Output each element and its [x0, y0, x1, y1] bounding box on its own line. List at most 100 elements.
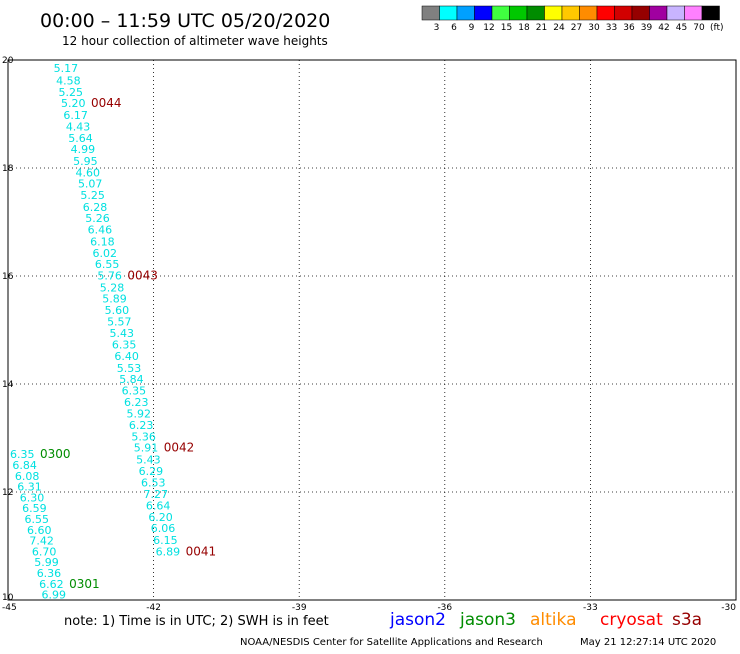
wave-height-value: 5.91 — [134, 442, 159, 455]
x-tick-label: -39 — [292, 603, 307, 613]
wave-height-value: 5.43 — [109, 327, 134, 340]
legend-label: 42 — [658, 23, 669, 33]
wave-height-value: 6.28 — [83, 201, 108, 214]
legend-swatch — [579, 5, 598, 21]
color-legend: 3 6 9 12 15 18 21 24 27 30 33 36 39 42 45 70 — [421, 5, 720, 33]
y-tick-label: 14 — [2, 380, 14, 390]
footer-note: note: 1) Time is in UTC; 2) SWH is in fe… — [64, 614, 329, 629]
legend-swatch — [421, 5, 440, 21]
wave-height-value: 7.27 — [143, 488, 168, 501]
footer-credit: NOAA/NESDIS Center for Satellite Applica… — [240, 637, 543, 648]
wave-height-value: 6.99 — [42, 589, 66, 602]
wave-height-value: 5.64 — [68, 132, 93, 145]
wave-height-value: 5.25 — [80, 189, 105, 202]
legend-swatch — [596, 5, 615, 21]
plot-area — [7, 59, 737, 601]
legend-swatch — [649, 5, 668, 21]
wave-height-value: 4.43 — [66, 120, 91, 133]
legend-swatch — [684, 5, 703, 21]
wave-height-value: 5.25 — [59, 86, 84, 99]
wave-height-value: 6.40 — [114, 350, 139, 363]
wave-height-value: 5.26 — [85, 212, 110, 225]
legend-swatch — [526, 5, 545, 21]
wave-height-value: 5.20 — [61, 97, 86, 110]
wave-height-value: 6.20 — [148, 511, 173, 524]
time-label: 0044 — [91, 96, 122, 110]
satellite-legend-s3a: s3a — [672, 610, 702, 630]
legend-label: 15 — [501, 23, 512, 33]
wave-height-value: 5.17 — [54, 62, 79, 75]
y-tick-label: 12 — [2, 488, 13, 498]
wave-height-value: 6.02 — [93, 247, 118, 260]
satellite-legend-jason3: jason3 — [459, 610, 516, 630]
wave-height-value: 5.53 — [117, 362, 142, 375]
wave-height-value: 6.18 — [90, 235, 115, 248]
wave-height-value: 5.95 — [73, 155, 98, 168]
wave-height-value: 6.30 — [20, 491, 44, 504]
legend-label: 12 — [483, 23, 494, 33]
x-tick-label: -33 — [583, 603, 598, 613]
wave-height-value: 6.23 — [124, 396, 149, 409]
wave-height-value: 5.57 — [107, 315, 132, 328]
satellite-legend-altika: altika — [530, 610, 577, 630]
wave-height-value: 5.36 — [131, 430, 156, 443]
wave-height-value: 6.60 — [27, 524, 51, 537]
legend-swatch — [439, 5, 458, 21]
legend-swatch — [456, 5, 475, 21]
legend-label: 24 — [553, 23, 565, 33]
x-tick-label: -36 — [437, 603, 452, 613]
legend-swatch — [544, 5, 563, 21]
wave-height-value: 6.46 — [88, 224, 113, 237]
legend-label: 27 — [571, 23, 582, 33]
wave-height-value: 5.89 — [102, 293, 127, 306]
x-tick-label: -45 — [2, 603, 17, 613]
wave-height-value: 6.36 — [37, 567, 62, 580]
axis-tick-labels: -45 -42 -39 -36 -33 -30 10 12 14 16 18 20 — [2, 56, 736, 613]
wave-height-value: 6.62 — [39, 578, 64, 591]
wave-height-value: 6.59 — [22, 502, 46, 515]
wave-height-value: 6.70 — [32, 545, 57, 558]
wave-height-value: 7.42 — [29, 535, 54, 548]
legend-unit: (ft) — [710, 23, 724, 33]
y-tick-label: 20 — [2, 56, 14, 66]
wave-height-value: 5.84 — [119, 373, 144, 386]
legend-label: 6 — [451, 23, 457, 33]
wave-height-value: 6.15 — [153, 534, 178, 547]
satellite-legend-jason2: jason2 — [389, 610, 446, 630]
wave-height-marks: 5.174.585.255.206.174.435.644.995.954.60… — [10, 62, 216, 602]
time-label: 0300 — [40, 447, 71, 461]
legend-swatch — [614, 5, 633, 21]
legend-label: 33 — [606, 23, 617, 33]
wave-height-value: 6.84 — [12, 459, 37, 472]
time-label: 0043 — [127, 268, 158, 282]
wave-height-value: 5.43 — [136, 454, 161, 467]
legend-swatch — [491, 5, 510, 21]
wave-height-value: 4.99 — [71, 143, 96, 156]
legend-label: 18 — [518, 23, 530, 33]
chart-subtitle: 12 hour collection of altimeter wave hei… — [62, 34, 328, 48]
wave-height-value: 6.35 — [122, 384, 147, 397]
wave-height-value: 6.55 — [95, 258, 120, 271]
wave-height-value: 6.23 — [129, 419, 154, 432]
legend-label: 9 — [469, 23, 475, 33]
satellite-legend-cryosat: cryosat — [600, 610, 663, 630]
legend-swatch — [701, 5, 720, 21]
time-label: 0301 — [69, 577, 100, 591]
wave-height-value: 6.53 — [141, 476, 166, 489]
wave-height-value: 6.89 — [156, 545, 181, 558]
x-tick-label: -30 — [721, 603, 736, 613]
wave-height-value: 6.31 — [17, 481, 41, 494]
wave-height-value: 5.28 — [100, 281, 125, 294]
wave-height-value: 5.92 — [126, 408, 151, 421]
legend-swatch — [474, 5, 493, 21]
wave-height-value: 6.35 — [10, 448, 35, 461]
legend-label: 39 — [641, 23, 653, 33]
y-tick-label: 10 — [2, 593, 14, 603]
legend-label: 30 — [588, 23, 600, 33]
legend-label: 45 — [676, 23, 687, 33]
grid-lines — [8, 60, 736, 600]
legend-swatch — [666, 5, 685, 21]
wave-height-value: 6.06 — [151, 522, 176, 535]
